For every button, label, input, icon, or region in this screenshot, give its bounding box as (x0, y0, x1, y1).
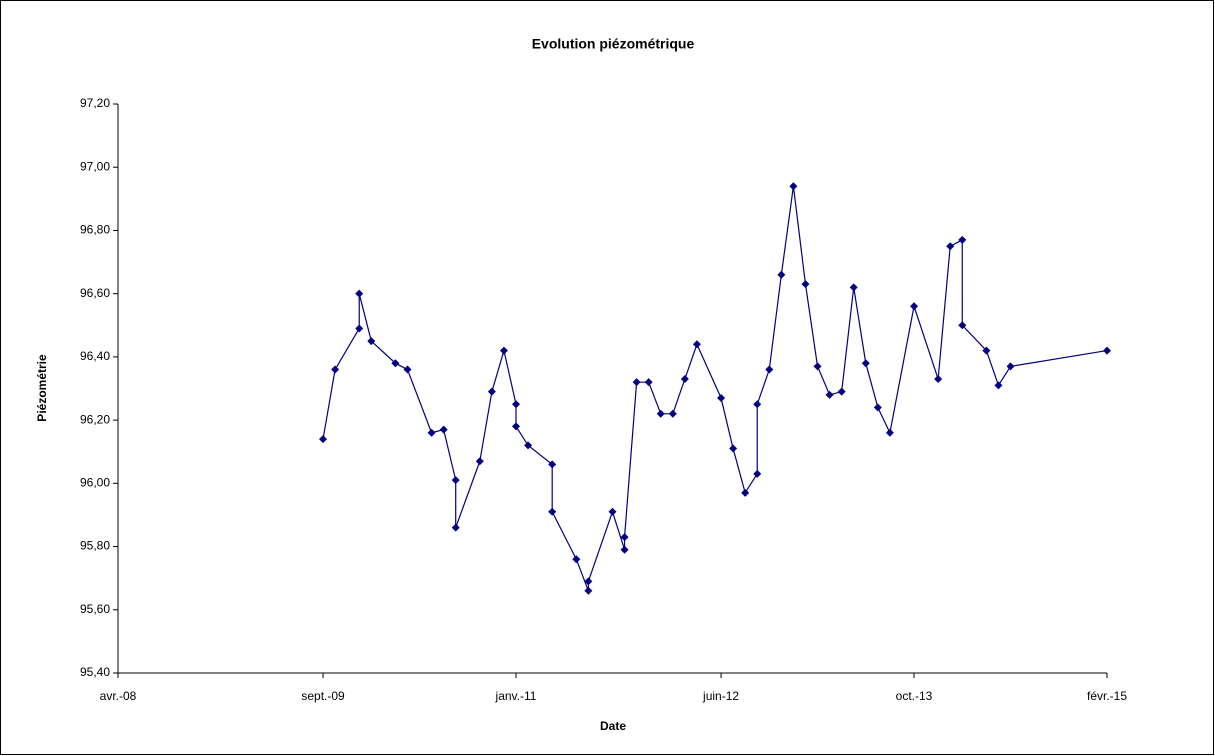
data-point (789, 182, 798, 191)
y-tick-label: 96,60 (80, 286, 110, 300)
data-point (777, 270, 786, 279)
y-axis-label: Piézométrie (35, 354, 49, 422)
data-point (717, 393, 726, 402)
y-tick-label: 96,40 (80, 349, 110, 363)
data-point (632, 378, 641, 387)
data-point (548, 460, 557, 469)
chart-title: Evolution piézométrique (532, 36, 695, 52)
data-line (322, 186, 1108, 592)
data-point (753, 400, 762, 409)
data-point (910, 302, 919, 311)
x-tick-label: févr.-15 (1087, 689, 1127, 703)
data-point (837, 387, 846, 396)
y-tick-label: 95,80 (80, 539, 110, 553)
data-point (813, 362, 822, 371)
x-tick-label: sept.-09 (301, 689, 345, 703)
data-point (427, 428, 436, 437)
data-point (825, 390, 834, 399)
data-point (946, 242, 955, 251)
data-point (680, 375, 689, 384)
y-tick-label: 96,20 (80, 412, 110, 426)
data-point (873, 403, 882, 412)
data-point (331, 365, 340, 374)
data-point (572, 555, 581, 564)
data-point (584, 577, 593, 586)
data-point (1006, 362, 1015, 371)
data-point (692, 340, 701, 349)
x-tick-label: avr.-08 (100, 689, 137, 703)
data-point (994, 381, 1003, 390)
data-point (958, 321, 967, 330)
data-point (439, 425, 448, 434)
data-point (512, 422, 521, 431)
data-point (753, 469, 762, 478)
data-point (801, 280, 810, 289)
data-point (451, 523, 460, 532)
data-point (524, 441, 533, 450)
data-point (885, 428, 894, 437)
data-point (487, 387, 496, 396)
data-point (934, 375, 943, 384)
x-axis-label: Date (600, 719, 626, 733)
data-point (849, 283, 858, 292)
data-point (584, 586, 593, 595)
data-point (355, 289, 364, 298)
y-tick-label: 97,20 (80, 96, 110, 110)
x-tick-label: oct.-13 (896, 689, 933, 703)
data-point (620, 545, 629, 554)
data-point (765, 365, 774, 374)
data-point (475, 457, 484, 466)
data-point (656, 409, 665, 418)
data-point (741, 488, 750, 497)
data-point (499, 346, 508, 355)
y-tick-label: 95,40 (80, 665, 110, 679)
data-point (1103, 346, 1111, 355)
x-tick-label: janv.-11 (495, 689, 537, 703)
data-point (403, 365, 412, 374)
data-point (729, 444, 738, 453)
data-point (512, 400, 521, 409)
data-point (548, 507, 557, 516)
y-tick-label: 96,00 (80, 476, 110, 490)
data-point (319, 435, 328, 444)
y-tick-label: 96,80 (80, 223, 110, 237)
data-point (355, 324, 364, 333)
data-point (451, 476, 460, 485)
data-point (861, 359, 870, 368)
data-point (367, 337, 376, 346)
y-tick-label: 97,00 (80, 159, 110, 173)
data-point (958, 235, 967, 244)
x-tick-label: juin-12 (702, 689, 739, 703)
data-point (608, 507, 617, 516)
data-point (668, 409, 677, 418)
data-point (644, 378, 653, 387)
data-point (391, 359, 400, 368)
data-point (982, 346, 991, 355)
y-tick-label: 95,60 (80, 602, 110, 616)
data-point (620, 533, 629, 542)
